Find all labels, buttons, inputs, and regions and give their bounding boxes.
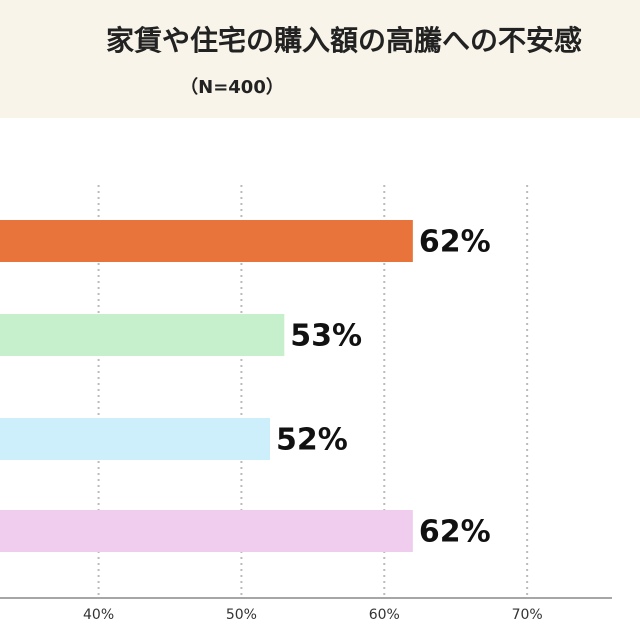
bar [0, 220, 413, 262]
header-band [0, 0, 640, 118]
bar [0, 510, 413, 552]
x-tick-label: 50% [226, 607, 257, 623]
data-label: 62% [419, 225, 491, 260]
x-tick-label: 70% [512, 607, 543, 623]
data-label: 52% [276, 423, 348, 458]
bar [0, 418, 270, 460]
x-tick-label: 40% [83, 607, 114, 623]
data-label: 53% [290, 319, 362, 354]
chart-subtitle: （N=400） [180, 77, 284, 98]
data-label: 62% [419, 515, 491, 550]
bar [0, 314, 285, 356]
chart-title: 家賃や住宅の購入額の高騰への不安感 [106, 24, 582, 57]
x-tick-label: 60% [369, 607, 400, 623]
